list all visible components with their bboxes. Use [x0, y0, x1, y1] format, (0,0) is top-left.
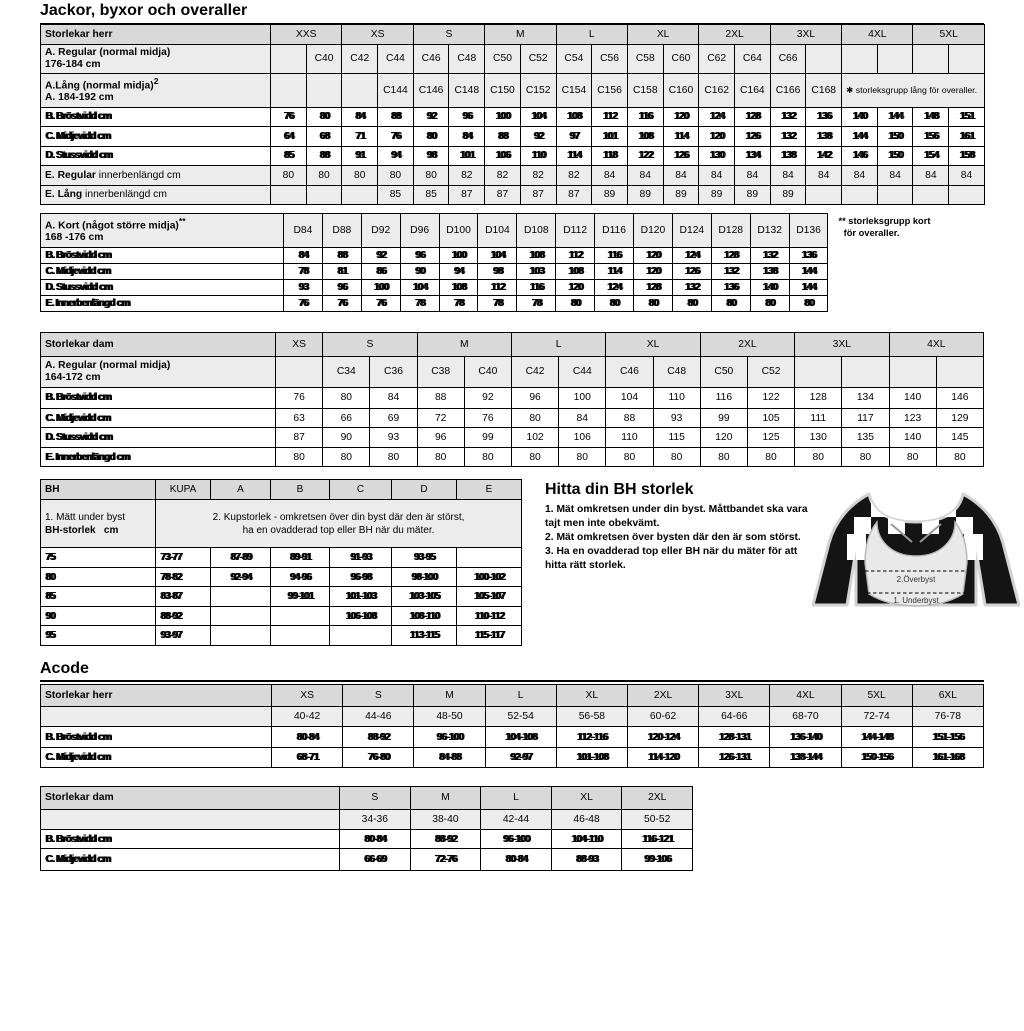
svg-text:2.Överbyst: 2.Överbyst	[897, 575, 936, 584]
svg-text:1. Underbyst: 1. Underbyst	[893, 596, 939, 605]
